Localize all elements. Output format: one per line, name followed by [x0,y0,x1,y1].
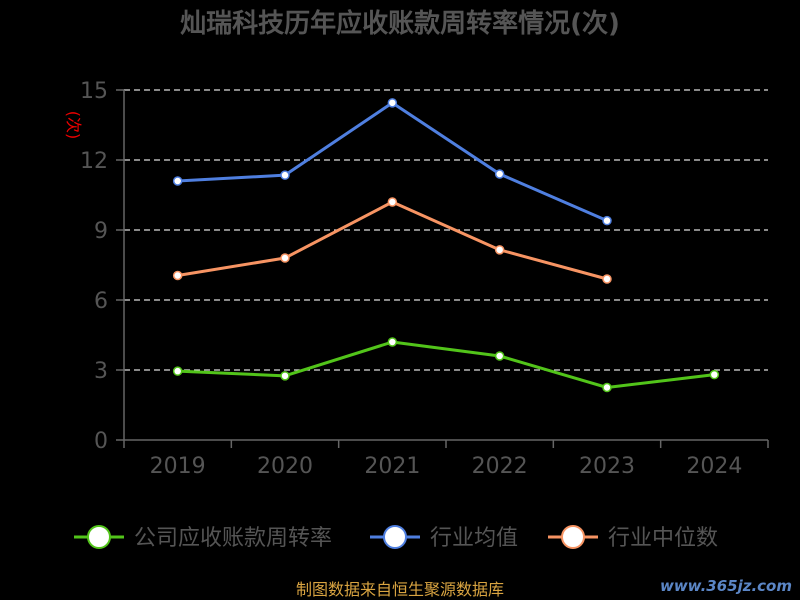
legend-label: 行业中位数 [608,526,718,551]
series-0 [172,337,720,393]
data-point [602,382,612,393]
data-point [172,176,183,186]
legend: 公司应收账款周转率 行业均值 行业中位数 [74,525,718,551]
legend-label: 行业均值 [430,526,518,551]
axes [116,89,769,448]
y-axis-label: (次) [64,111,83,140]
data-point [602,274,612,284]
x-tick-label: 2019 [150,454,206,479]
watermark: www.365jz.com [660,577,792,595]
legend-item: 公司应收账款周转率 [74,525,332,551]
y-tick-label: 3 [94,359,108,384]
y-tick-label: 6 [94,289,108,314]
x-tick-label: 2021 [364,454,420,479]
series-line [177,340,715,389]
legend-label: 公司应收账款周转率 [134,526,332,551]
legend-item: 行业均值 [370,525,518,551]
data-point [172,366,183,376]
gridlines [124,89,768,371]
y-tick-label: 15 [80,79,108,104]
y-tick-label: 12 [80,149,108,174]
data-point [494,169,505,179]
legend-marker [561,525,585,549]
series-lines [172,98,720,393]
y-tick-label: 9 [94,219,108,244]
x-tick-label: 2023 [579,454,635,479]
y-tick-labels: 0 3 6 9 12 15 [80,79,108,454]
data-point [280,371,290,381]
data-point [494,245,505,255]
chart-title: 灿瑞科技历年应收账款周转率情况(次) [180,8,620,39]
legend-item: 行业中位数 [548,525,718,551]
data-point [172,270,183,281]
data-point [280,170,290,180]
x-tick-label: 2024 [686,454,742,479]
data-point [709,369,720,380]
data-point [387,197,398,207]
source-note: 制图数据来自恒生聚源数据库 [296,580,504,599]
series-1 [172,98,612,226]
series-2 [172,197,612,284]
legend-marker [383,525,407,549]
x-tick-label: 2022 [472,454,528,479]
data-point [387,98,398,108]
x-tick-label: 2020 [257,454,313,479]
legend-marker [87,525,111,549]
data-point [387,337,398,347]
series-line [177,200,608,281]
data-point [494,351,505,361]
data-point [602,215,612,226]
data-point [280,253,290,263]
x-tick-labels: 2019 2020 2021 2022 2023 2024 [150,454,743,479]
y-tick-label: 0 [94,429,108,454]
